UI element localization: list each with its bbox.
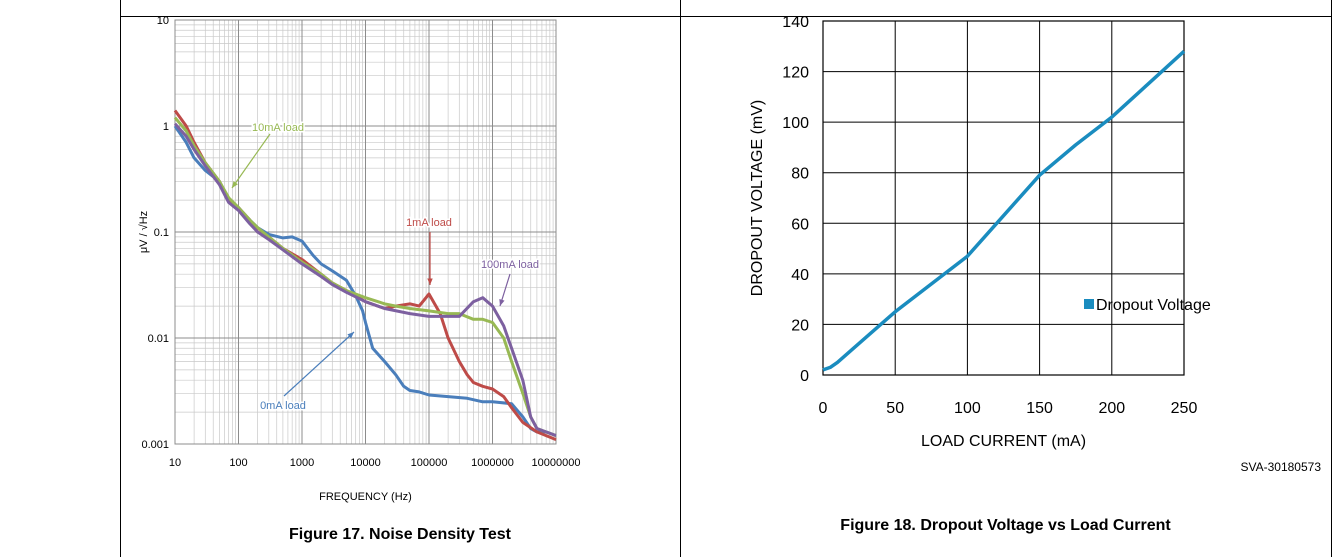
table-left-border bbox=[120, 0, 121, 557]
x-tick-label: 100 bbox=[229, 457, 247, 469]
x-tick-label: 10000000 bbox=[532, 457, 581, 469]
y-tick-label: 140 bbox=[782, 14, 809, 31]
y-tick-label: 40 bbox=[791, 267, 809, 284]
y-tick-label: 0.01 bbox=[148, 333, 169, 345]
series-line-dropout-voltage bbox=[822, 50, 1186, 372]
y-tick-label: 100 bbox=[782, 115, 809, 132]
legend-label: Dropout Voltage bbox=[1096, 297, 1211, 314]
noise-density-chart: 10 100 1000 10000 100000 1000000 10000000 0.001… bbox=[138, 15, 581, 503]
x-axis-label: LOAD CURRENT (mA) bbox=[921, 433, 1086, 450]
series-line-100ma-load bbox=[173, 122, 557, 438]
y-tick-label: 1 bbox=[163, 121, 169, 133]
y-tick-label: 60 bbox=[791, 216, 809, 233]
annotation-arrow-head bbox=[232, 181, 238, 188]
figure-17-caption: Figure 17. Noise Density Test bbox=[289, 526, 511, 543]
y-tick-label: 0.1 bbox=[154, 227, 169, 239]
x-tick-label: 50 bbox=[886, 400, 904, 417]
annotation-arrow-head bbox=[427, 278, 433, 285]
figure-code: SVA-30180573 bbox=[1240, 460, 1321, 474]
annotation-label: 1mA load bbox=[406, 217, 452, 229]
annotation-arrow-head bbox=[347, 332, 354, 339]
y-tick-label: 120 bbox=[782, 65, 809, 82]
x-tick-label: 10000 bbox=[350, 457, 381, 469]
table-middle-border bbox=[680, 0, 681, 557]
y-tick-label: 80 bbox=[791, 166, 809, 183]
figure-18-caption: Figure 18. Dropout Voltage vs Load Curre… bbox=[840, 517, 1171, 534]
y-tick-label: 10 bbox=[157, 15, 169, 27]
x-tick-label: 0 bbox=[819, 400, 828, 417]
x-tick-label: 100 bbox=[954, 400, 981, 417]
annotation-arrow-head bbox=[499, 299, 505, 306]
x-tick-label: 150 bbox=[1026, 400, 1053, 417]
plot-area-border bbox=[822, 20, 1185, 376]
x-tick-label: 200 bbox=[1098, 400, 1125, 417]
x-tick-label: 10 bbox=[169, 457, 181, 469]
table-top-border bbox=[120, 0, 1331, 17]
y-tick-label: 20 bbox=[791, 317, 809, 334]
x-tick-label: 1000000 bbox=[471, 457, 514, 469]
y-axis-label: DROPOUT VOLTAGE (mV) bbox=[749, 100, 766, 296]
x-axis-label: FREQUENCY (Hz) bbox=[319, 491, 412, 503]
x-tick-label: 250 bbox=[1171, 400, 1198, 417]
plot-area-border bbox=[174, 19, 557, 445]
annotation-label: 0mA load bbox=[260, 400, 306, 412]
x-tick-label: 1000 bbox=[290, 457, 314, 469]
y-axis-label: μV / √Hz bbox=[138, 211, 150, 253]
annotation-arrow-line bbox=[231, 133, 271, 189]
annotation-label: 100mA load bbox=[481, 259, 539, 271]
annotation-arrow-line bbox=[283, 331, 355, 397]
x-tick-label: 100000 bbox=[411, 457, 448, 469]
y-tick-label: 0.001 bbox=[141, 439, 169, 451]
legend-swatch bbox=[1084, 299, 1094, 309]
annotation-label: 10mA load bbox=[252, 122, 304, 134]
y-tick-label: 0 bbox=[800, 368, 809, 385]
table-right-border bbox=[1331, 0, 1332, 557]
series-line-10ma-load bbox=[173, 116, 557, 438]
